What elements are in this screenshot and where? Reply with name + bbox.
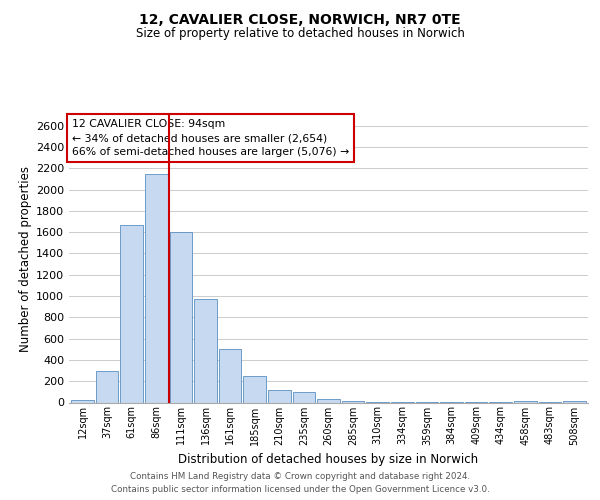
Text: Contains public sector information licensed under the Open Government Licence v3: Contains public sector information licen… (110, 485, 490, 494)
Text: 12 CAVALIER CLOSE: 94sqm
← 34% of detached houses are smaller (2,654)
66% of sem: 12 CAVALIER CLOSE: 94sqm ← 34% of detach… (71, 120, 349, 158)
Bar (563, 401, 586, 402)
Bar (219, 348, 241, 403)
Bar (342, 400, 364, 402)
Text: Contains HM Land Registry data © Crown copyright and database right 2024.: Contains HM Land Registry data © Crown c… (130, 472, 470, 481)
Bar (71, 400, 94, 402)
Y-axis label: Number of detached properties: Number of detached properties (19, 166, 32, 352)
Bar (268, 390, 290, 402)
Bar (194, 299, 217, 403)
Bar (145, 174, 167, 402)
Bar (170, 232, 192, 402)
Bar (121, 224, 143, 402)
Text: 12, CAVALIER CLOSE, NORWICH, NR7 0TE: 12, CAVALIER CLOSE, NORWICH, NR7 0TE (139, 12, 461, 26)
Bar (317, 399, 340, 402)
X-axis label: Distribution of detached houses by size in Norwich: Distribution of detached houses by size … (178, 453, 479, 466)
Bar (96, 371, 118, 402)
Bar (293, 392, 315, 402)
Text: Size of property relative to detached houses in Norwich: Size of property relative to detached ho… (136, 28, 464, 40)
Bar (244, 376, 266, 402)
